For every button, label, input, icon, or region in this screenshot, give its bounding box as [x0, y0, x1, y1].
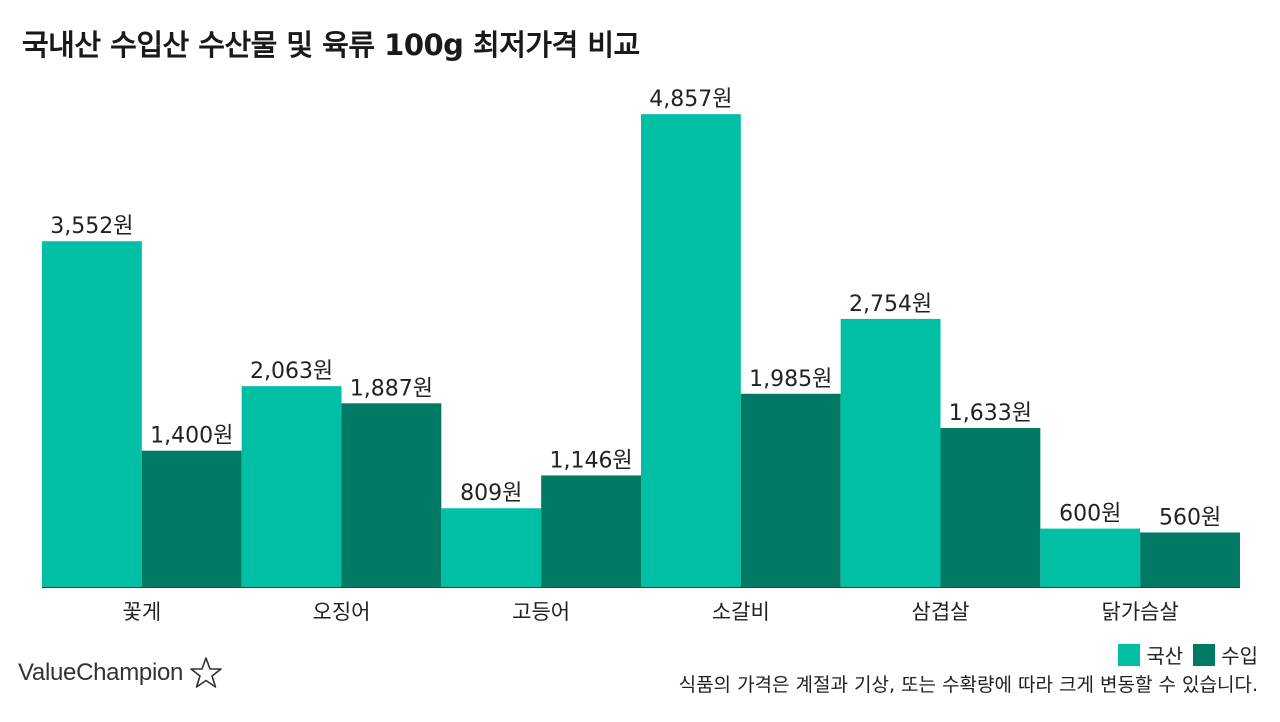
legend-swatch-imported: [1193, 643, 1216, 666]
brand-logo: ValueChampion: [18, 656, 223, 690]
bar-chicken-breast-imported: [1140, 532, 1240, 587]
legend-label-domestic: 국산: [1146, 644, 1184, 668]
legend: 국산 수입: [1118, 640, 1258, 669]
bar-pork-belly-domestic: [840, 318, 941, 587]
category-label-beef-ribs: 소갈비: [712, 600, 770, 624]
value-label-beef-ribs-domestic: 4,857원: [649, 87, 732, 112]
bar-mackerel-domestic: [441, 508, 542, 587]
value-label-chicken-breast-imported: 560원: [1159, 505, 1221, 530]
bar-beef-ribs-domestic: [641, 114, 741, 588]
value-label-pork-belly-domestic: 2,754원: [849, 292, 932, 317]
chart-title: 국내산 수입산 수산물 및 육류 100g 최저가격 비교: [22, 28, 640, 62]
category-label-crab: 꽃게: [123, 600, 162, 624]
category-label-chicken-breast: 닭가슴살: [1102, 600, 1179, 624]
value-label-squid-domestic: 2,063원: [250, 359, 333, 384]
star-outline-icon: [190, 657, 222, 688]
value-label-pork-belly-imported: 1,633원: [949, 401, 1032, 426]
bar-mackerel-imported: [541, 475, 641, 587]
bar-squid-domestic: [241, 386, 342, 587]
value-label-mackerel-imported: 1,146원: [549, 448, 632, 473]
legend-swatch-domestic: [1118, 643, 1141, 666]
bar-beef-ribs-imported: [740, 393, 841, 587]
bar-chicken-breast-domestic: [1040, 528, 1141, 587]
value-label-crab-domestic: 3,552원: [50, 214, 133, 239]
legend-item-domestic: 국산: [1118, 640, 1183, 669]
bar-squid-imported: [341, 403, 442, 587]
bar-pork-belly-imported: [940, 428, 1041, 587]
footnote: 식품의 가격은 계절과 기상, 또는 수확량에 따라 크게 변동할 수 있습니다…: [678, 674, 1258, 696]
category-label-mackerel: 고등어: [512, 600, 570, 624]
bar-crab-domestic: [42, 241, 142, 587]
brand-name: ValueChampion: [18, 659, 184, 686]
value-label-squid-imported: 1,887원: [350, 376, 433, 401]
value-label-mackerel-domestic: 809원: [460, 481, 522, 506]
legend-item-imported: 수입: [1193, 640, 1258, 669]
legend-label-imported: 수입: [1221, 644, 1258, 668]
value-label-crab-imported: 1,400원: [150, 424, 233, 449]
category-label-squid: 오징어: [313, 600, 371, 624]
value-label-beef-ribs-imported: 1,985원: [749, 367, 832, 392]
value-label-chicken-breast-domestic: 600원: [1059, 502, 1121, 527]
category-label-pork-belly: 삼겹살: [912, 600, 970, 624]
bar-crab-imported: [141, 450, 242, 587]
